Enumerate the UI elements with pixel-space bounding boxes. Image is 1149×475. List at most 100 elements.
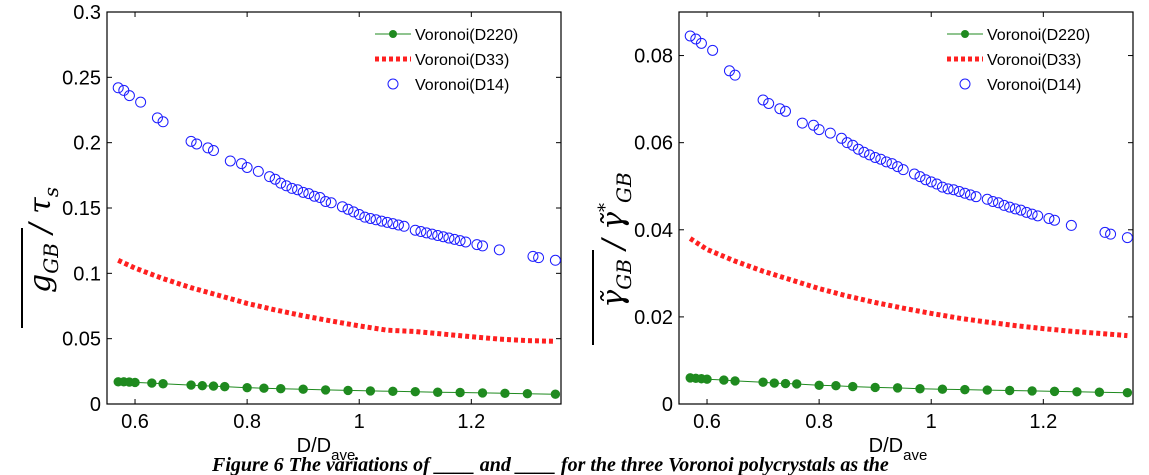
data-point bbox=[1015, 204, 1027, 216]
data-point bbox=[493, 244, 505, 256]
data-point bbox=[908, 168, 920, 180]
data-point bbox=[808, 119, 820, 131]
data-point bbox=[236, 158, 248, 170]
data-point bbox=[757, 94, 769, 106]
data-point bbox=[376, 215, 388, 227]
data-point bbox=[719, 375, 729, 385]
data-point bbox=[343, 385, 353, 396]
data-point bbox=[432, 229, 444, 241]
data-point bbox=[970, 191, 982, 203]
y-tick-label: 0.06 bbox=[634, 133, 673, 155]
data-point bbox=[388, 386, 398, 397]
data-point bbox=[365, 386, 376, 396]
data-point bbox=[392, 219, 404, 231]
left-y-axis-label: gGB / τs bbox=[21, 187, 63, 328]
y-tick-label: 0.25 bbox=[62, 67, 101, 89]
data-point bbox=[769, 378, 779, 388]
data-point bbox=[477, 240, 489, 252]
data-point bbox=[364, 212, 376, 224]
y-tick-label: 0 bbox=[90, 394, 101, 416]
data-point bbox=[824, 127, 836, 139]
data-point bbox=[1072, 387, 1082, 397]
data-point bbox=[550, 389, 561, 399]
data-point bbox=[269, 173, 281, 185]
plot-area bbox=[106, 11, 562, 405]
data-point bbox=[297, 186, 309, 198]
data-point bbox=[185, 135, 197, 147]
data-point bbox=[684, 30, 696, 42]
y-tick-label: 0.02 bbox=[634, 307, 673, 329]
data-point bbox=[336, 201, 348, 213]
data-point bbox=[533, 252, 545, 264]
data-point bbox=[1049, 386, 1060, 397]
data-point bbox=[1021, 206, 1033, 218]
data-point bbox=[729, 69, 741, 81]
data-point bbox=[792, 379, 802, 389]
data-point bbox=[381, 216, 393, 228]
legend-label: Voronoi(D220) bbox=[415, 27, 518, 44]
data-point bbox=[370, 214, 382, 226]
legend-marker bbox=[387, 78, 399, 90]
data-point bbox=[937, 384, 948, 394]
data-point bbox=[342, 203, 354, 215]
data-point bbox=[953, 185, 965, 197]
data-point bbox=[359, 211, 371, 223]
data-point bbox=[897, 164, 909, 176]
data-point bbox=[847, 139, 859, 151]
data-point bbox=[454, 235, 466, 247]
data-point bbox=[432, 387, 443, 397]
data-point bbox=[992, 197, 1004, 209]
legend-marker bbox=[961, 30, 969, 38]
legend-label: Voronoi(D33) bbox=[415, 52, 509, 69]
svg-text:γ̃GB / γ̃*GB: γ̃GB / γ̃*GB bbox=[595, 172, 636, 307]
data-point bbox=[960, 384, 970, 395]
data-point bbox=[477, 388, 488, 398]
data-point bbox=[353, 209, 365, 221]
x-tick-label: 0.8 bbox=[805, 411, 833, 433]
data-point bbox=[758, 377, 768, 387]
data-point bbox=[695, 37, 707, 49]
data-point bbox=[135, 96, 147, 108]
data-point bbox=[779, 105, 791, 117]
data-point bbox=[112, 82, 124, 94]
data-point bbox=[942, 183, 954, 195]
data-point bbox=[286, 182, 298, 194]
data-point bbox=[870, 382, 880, 393]
data-point bbox=[147, 378, 157, 388]
data-point bbox=[241, 161, 253, 173]
data-point bbox=[920, 174, 932, 186]
data-point bbox=[1027, 386, 1037, 396]
data-point bbox=[915, 384, 925, 394]
data-point bbox=[280, 180, 292, 192]
data-point bbox=[964, 189, 976, 201]
data-point bbox=[936, 181, 948, 193]
y-tick-label: 0.3 bbox=[73, 2, 101, 24]
data-point bbox=[242, 382, 252, 393]
data-point bbox=[774, 103, 786, 115]
data-point bbox=[208, 381, 219, 391]
data-point bbox=[1032, 210, 1044, 222]
data-point bbox=[836, 132, 848, 144]
legend-marker bbox=[389, 30, 397, 38]
x-tick-label: 1.2 bbox=[1029, 411, 1057, 433]
data-point bbox=[702, 374, 712, 384]
data-point bbox=[308, 190, 320, 202]
data-point bbox=[303, 188, 315, 200]
data-point bbox=[886, 158, 898, 170]
plot-area bbox=[678, 11, 1134, 405]
data-point bbox=[948, 184, 960, 196]
data-point bbox=[892, 161, 904, 173]
data-point bbox=[959, 187, 971, 199]
data-point bbox=[1121, 232, 1133, 244]
data-point bbox=[259, 383, 269, 393]
data-point bbox=[998, 199, 1010, 211]
data-point bbox=[471, 239, 483, 251]
data-point bbox=[1065, 219, 1077, 231]
y-tick-label: 0.15 bbox=[62, 198, 101, 220]
legend-label: Voronoi(D14) bbox=[987, 77, 1081, 94]
data-point bbox=[858, 146, 870, 158]
data-point bbox=[796, 117, 808, 129]
data-point bbox=[690, 33, 702, 45]
data-point bbox=[158, 379, 168, 389]
data-point bbox=[275, 177, 287, 189]
